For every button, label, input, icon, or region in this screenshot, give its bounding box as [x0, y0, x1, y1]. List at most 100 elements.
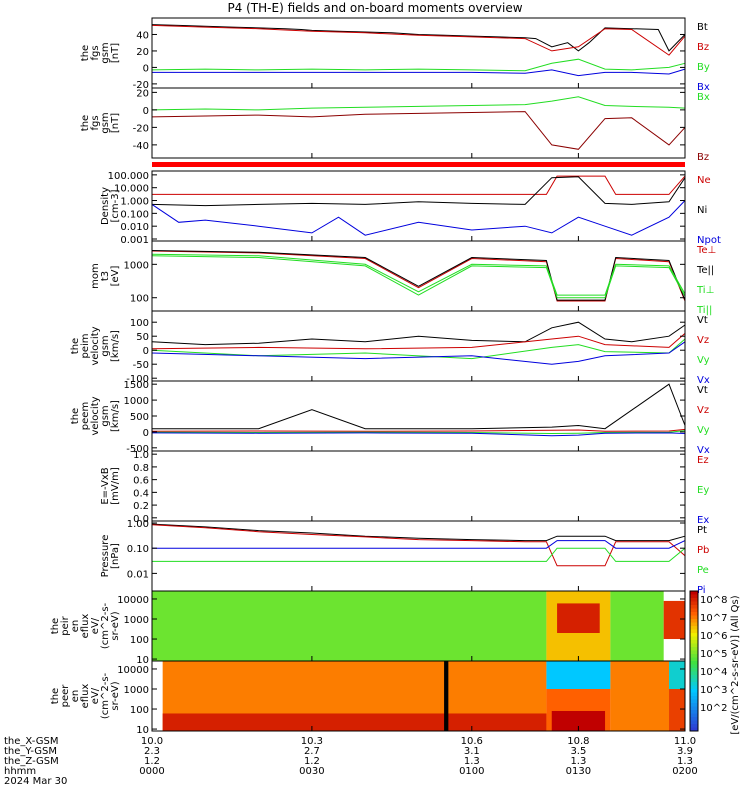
peim-velocity-ytick-label-2: 0	[143, 346, 149, 357]
peer-flux-region-6	[610, 661, 670, 731]
colorbar-step-0	[690, 591, 698, 595]
moments-t-ytick-label-0: 1000	[124, 260, 149, 271]
colorbar-step-10	[690, 626, 698, 630]
peer-flux-region-3	[546, 661, 611, 689]
peer-flux-ylabel-2: en	[70, 690, 81, 703]
fgs-gsm-1-ylabel-3: [nT]	[110, 43, 121, 63]
colorbar-step-6	[690, 612, 698, 616]
moments-t-legend-3: Ti||	[696, 305, 712, 316]
peim-velocity-ylabel-1: peim	[80, 333, 91, 358]
xaxis-row-0-value-3: 10.8	[567, 736, 589, 747]
xaxis-row-0-value-0: 10.0	[141, 736, 163, 747]
peer-flux-ylabel-4: eV/	[90, 687, 101, 704]
peim-velocity-legend-2: Vy	[697, 355, 710, 366]
peer-flux-region-0	[152, 661, 163, 731]
colorbar-step-22	[690, 668, 698, 672]
pressure-series-2	[152, 547, 686, 562]
colorbar-step-1	[690, 594, 698, 599]
xaxis-row-3-value-3: 0130	[566, 766, 591, 777]
colorbar-frame	[689, 590, 699, 732]
xaxis-row-2-value-0: 1.2	[144, 756, 160, 767]
xaxis-row-1-value-0: 2.3	[144, 746, 160, 757]
colorbar-step-14	[690, 640, 698, 644]
colorbar-step-16	[690, 647, 698, 651]
peim-velocity-legend-3: Vx	[697, 375, 710, 386]
fgs-gsm-1-ytick-label-2: 0	[143, 63, 149, 74]
pressure-legend-0: Pt	[697, 525, 707, 536]
fgs-gsm-2-legend-0: Bx	[697, 92, 710, 103]
peim-velocity-ylabel-2: velocity	[90, 326, 101, 365]
peim-velocity-ylabel-4: [km/s]	[110, 330, 121, 362]
peer-flux-ylabel-6: sr-eV)	[110, 681, 121, 710]
colorbar-step-33	[690, 706, 698, 711]
peem-velocity-ylabel-4: [km/s]	[110, 400, 121, 432]
colorbar-label: [eV/(cm^2-s-sr-eV)] (All Qs)	[730, 595, 741, 734]
colorbar-step-20	[690, 661, 698, 665]
moments-t-legend-0: Te⊥	[696, 245, 716, 256]
peir-flux-ylabel-6: sr-eV)	[110, 611, 121, 640]
efield-ytick-label-4: 0.2	[133, 501, 149, 512]
peir-flux-region-4	[663, 600, 685, 640]
density-series-2	[151, 200, 686, 236]
colorbar-step-31	[690, 699, 698, 704]
peim-velocity-legend-0: Vt	[697, 315, 708, 326]
pressure-ytick-label-0: 1.00	[127, 519, 149, 530]
colorbar-step-28	[690, 689, 698, 693]
pressure-ytick-label-1: 0.10	[127, 544, 149, 555]
moments-t-ylabel-1: t3	[100, 271, 111, 281]
colorbar-tick-2: 10^6	[700, 631, 727, 642]
density-ytick-label-0: 100.000	[108, 171, 149, 182]
density-legend-0: Ne	[697, 175, 711, 186]
pressure-series-1	[151, 524, 686, 567]
colorbar-tick-0: 10^8	[700, 595, 727, 606]
peer-flux-ylabel-0: the	[50, 688, 61, 704]
density-ytick-label-5: 0.001	[120, 235, 149, 246]
efield-legend-2: Ex	[697, 515, 709, 526]
fgs-gsm-1-series-3	[152, 68, 686, 77]
peer-flux-region-2	[162, 713, 547, 731]
peem-velocity-legend-0: Vt	[697, 385, 708, 396]
peim-velocity-series-0	[151, 321, 686, 346]
colorbar-tick-3: 10^5	[700, 649, 727, 660]
peem-velocity-series-3	[151, 432, 686, 437]
xaxis-row-3-value-0: 0000	[139, 766, 164, 777]
peim-velocity-ylabel-3: gsm	[100, 335, 111, 356]
efield-ytick-label-1: 0.8	[133, 463, 149, 474]
fgs-gsm-1-series-2	[151, 58, 686, 72]
peir-flux-ylabel-0: the	[50, 618, 61, 634]
fgs-gsm-1-legend-1: Bz	[697, 42, 709, 53]
fgs-gsm-2-ytick-label-1: 0	[143, 106, 149, 117]
peir-flux-ytick-label-0: 10000	[117, 595, 149, 606]
peir-flux-region-2	[557, 603, 600, 633]
fgs-gsm-2-ylabel-2: gsm	[100, 112, 111, 133]
fgs-gsm-1-legend-0: Bt	[697, 22, 708, 33]
density-ylabel-0: Density	[100, 187, 111, 225]
peem-velocity-ylabel-1: peem	[80, 402, 91, 430]
moments-t-series-3	[151, 255, 686, 299]
xaxis-row-0-value-4: 11.0	[674, 736, 696, 747]
colorbar-step-25	[690, 678, 698, 683]
efield-ytick-label-0: 1.0	[133, 450, 149, 461]
colorbar-step-19	[690, 657, 698, 662]
colorbar-tick-5: 10^3	[700, 685, 727, 696]
colorbar-step-21	[690, 664, 698, 669]
peem-velocity-ylabel-3: gsm	[100, 405, 111, 426]
peir-flux-ytick-label-1: 1000	[124, 615, 149, 626]
peim-velocity-ytick-label-3: -50	[133, 360, 149, 371]
xaxis-row-0-value-1: 10.3	[301, 736, 323, 747]
colorbar-step-9	[690, 622, 698, 627]
efield-legend-1: Ey	[697, 485, 709, 496]
peim-velocity-series-3	[151, 341, 686, 365]
peem-velocity-legend-1: Vz	[697, 405, 709, 416]
density-series-1	[151, 176, 686, 207]
peem-velocity-ytick-label-2: 500	[130, 412, 149, 423]
xaxis-row-label-0: the_X-GSM	[4, 736, 58, 747]
peim-velocity-ytick-label-4: -100	[126, 374, 149, 385]
ephemeris-bar	[152, 162, 685, 167]
peer-flux-region-9	[444, 661, 449, 731]
fgs-gsm-1-ytick-label-3: -20	[133, 80, 149, 91]
xaxis-row-3-value-2: 0100	[459, 766, 484, 777]
fgs-gsm-2-ylabel-3: [nT]	[110, 113, 121, 133]
peem-velocity-ytick-label-0: 1500	[124, 380, 149, 391]
fgs-gsm-1-ytick-label-1: 20	[136, 47, 149, 58]
